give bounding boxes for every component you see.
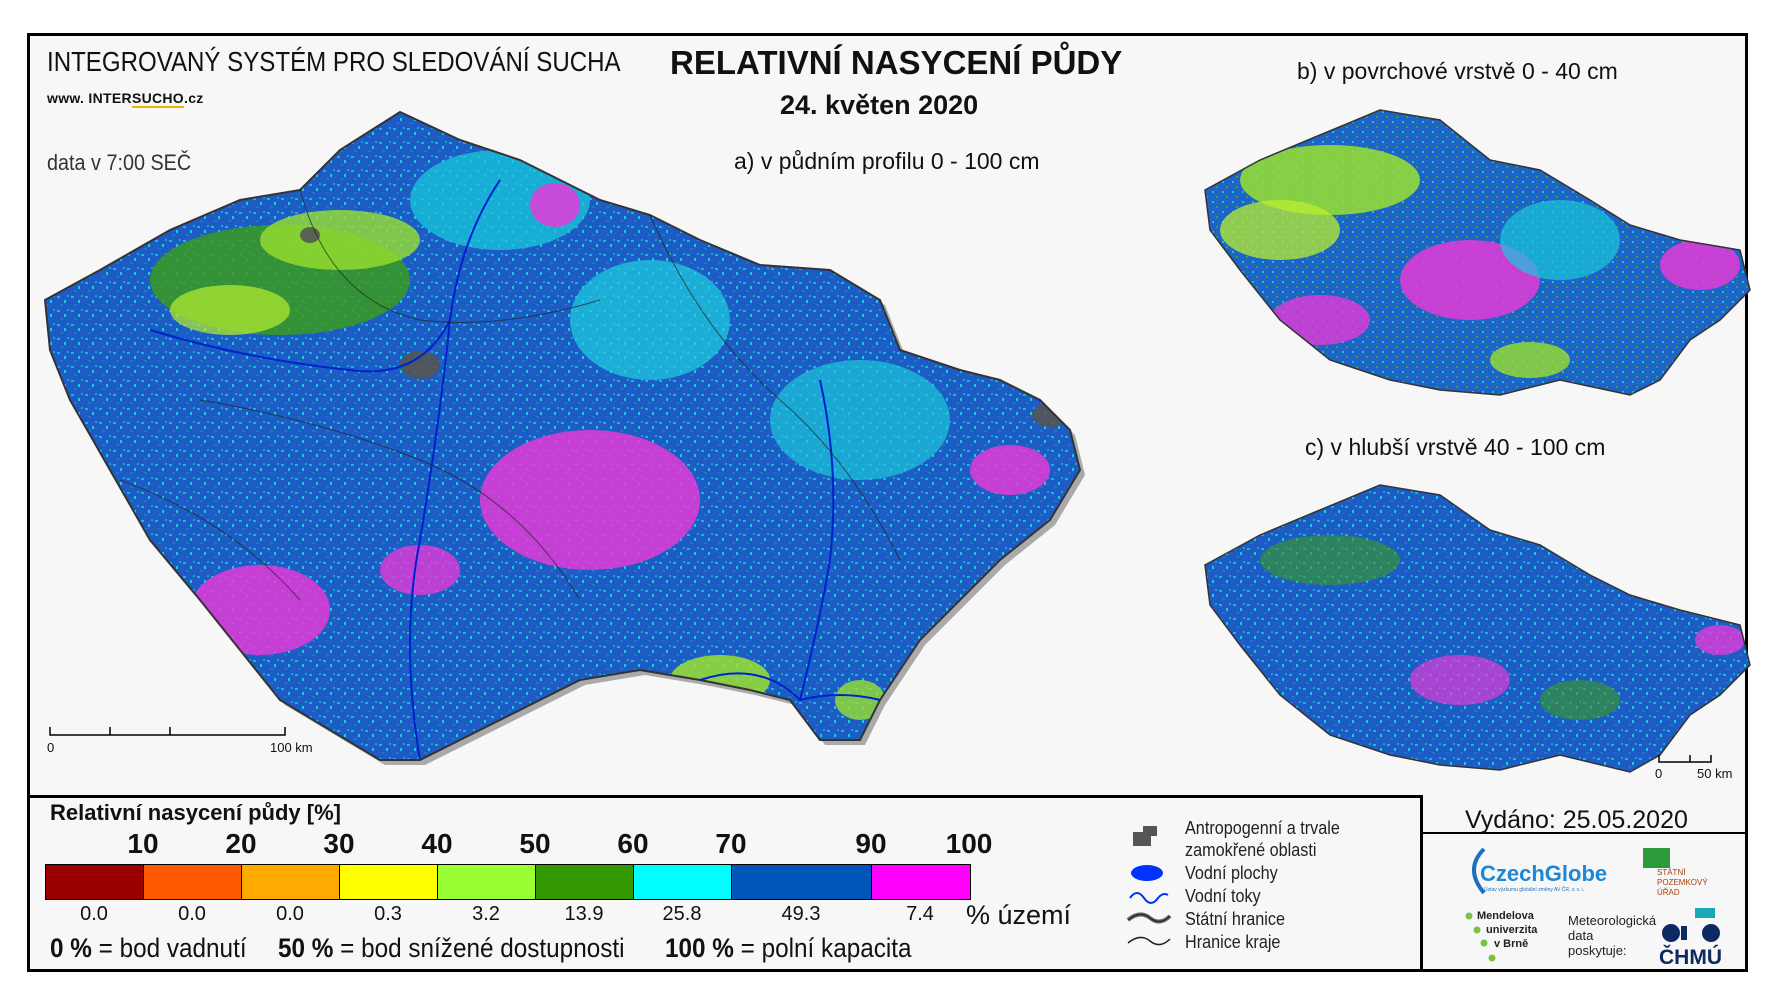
legend-class-3 [340,865,438,899]
symbol-state-border: Státní hranice [1185,909,1285,929]
scale-main-zero: 0 [47,740,55,755]
legend-panel [30,795,1420,972]
legend-threshold-3: 40 [421,828,453,859]
spu-green-square-icon [1643,848,1670,868]
data-time: data v 7:00 SEČ [47,150,192,175]
symbol-anthropogenic-2: zamokřené oblasti [1185,840,1317,860]
legend-threshold-2: 30 [323,828,355,859]
state-border-inner [1127,913,1171,923]
website-link[interactable]: www. INTERSUCHO.cz [47,90,204,108]
map-a-label: a) v půdním profilu 0 - 100 cm [734,148,1040,174]
note-reduced-availability: 50 % = bod snížené dostupnosti [278,933,625,963]
legend-threshold-8: 100 [945,828,993,859]
legend-class-2 [242,865,340,899]
czechglobe-swoosh-icon [1472,847,1486,895]
legend-share-6: 25.8 [662,903,702,925]
legend-share-3: 0.3 [374,903,402,925]
symbol-region-border: Hranice kraje [1185,932,1281,952]
scale-small-zero: 0 [1655,766,1663,781]
legend-threshold-4: 50 [519,828,551,859]
legend-threshold-6: 70 [715,828,747,859]
map-a [43,110,1085,765]
river-icon [1129,892,1169,904]
page-title: RELATIVNÍ NASYCENÍ PŮDY [670,44,1123,81]
mendel-logo: Mendelova univerzita v Brně [1462,908,1562,968]
chmu-circles-icon [1662,924,1720,942]
czechglobe-logo: CzechGlobe Ústav výzkumu globální změny … [1462,843,1612,899]
issued-divider [1423,832,1745,834]
legend-share-5: 13.9 [564,903,604,925]
region-border-icon [1127,936,1171,946]
legend-class-7 [732,865,872,899]
legend-share-2: 0.0 [276,903,304,925]
legend-class-8 [872,865,970,899]
legend-class-4 [438,865,536,899]
map-c-label: c) v hlubší vrstvě 40 - 100 cm [1305,434,1606,460]
legend-share-8: 7.4 [906,903,934,925]
symbol-rivers: Vodní toky [1185,886,1261,906]
note-field-capacity: 100 % = polní kapacita [665,933,912,963]
legend-divider [1420,795,1423,972]
spu-logo: STÁTNÍ POZEMKOVÝ ÚŘAD [1643,848,1723,908]
area-unit-label: % území [966,900,1072,930]
map-c [1204,484,1751,773]
legend-class-0 [46,865,144,899]
legend-class-5 [536,865,634,899]
meteo-data-credit: Meteorologická data poskytuje: [1568,913,1657,958]
legend-color-bar [45,864,971,900]
scale-main-end: 100 km [270,740,313,755]
chmu-logo: ČHMÚ [1655,908,1735,970]
legend-share-1: 0.0 [178,903,206,925]
mendel-dots-icon [1465,912,1496,962]
map-b-label: b) v povrchové vrstvě 0 - 40 cm [1297,58,1618,84]
water-body-icon [1131,865,1163,881]
legend-class-6 [634,865,732,899]
legend-threshold-1: 20 [225,828,257,859]
scale-small-end: 50 km [1697,766,1733,781]
legend-share-4: 3.2 [472,903,500,925]
map-date: 24. květen 2020 [780,90,979,120]
symbol-anthropogenic-1: Antropogenní a trvale [1185,818,1340,838]
symbol-water-bodies: Vodní plochy [1185,863,1278,883]
scale-bar-small [1658,755,1712,763]
issued-date: Vydáno: 25.05.2020 [1465,806,1688,834]
legend-threshold-7: 90 [855,828,887,859]
system-title: INTEGROVANÝ SYSTÉM PRO SLEDOVÁNÍ SUCHA [47,46,621,77]
legend-title: Relativní nasycení půdy [%] [50,800,341,825]
chmu-cyan-bar-icon [1695,908,1715,918]
map-b [1204,109,1751,396]
legend-share-7: 49.3 [781,903,821,925]
anthropogenic-area-icon [1133,826,1157,846]
legend-class-1 [144,865,242,899]
scale-bar-main [49,727,286,736]
legend-threshold-0: 10 [127,828,159,859]
note-wilting-point: 0 % = bod vadnutí [50,933,247,963]
legend-share-0: 0.0 [80,903,108,925]
legend-threshold-5: 60 [617,828,649,859]
